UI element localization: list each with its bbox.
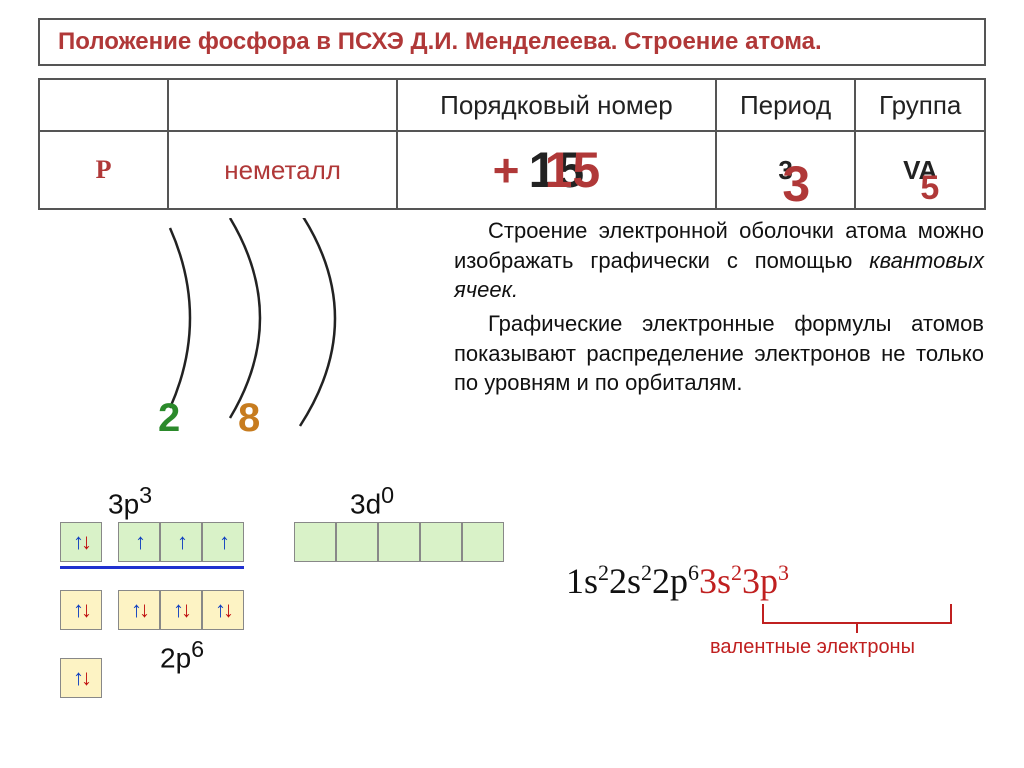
orbital-cell <box>420 522 462 562</box>
cell-period: 3 3 <box>716 131 856 209</box>
cell-group: VA 5 <box>855 131 985 209</box>
ordinal-plus: + <box>493 143 520 197</box>
summary-table: Порядковый номер Период Группа P неметал… <box>38 78 986 210</box>
cell-blank <box>39 79 168 131</box>
label-2p6: 2p6 <box>160 636 204 674</box>
orbital-cell: ↑↓ <box>60 658 102 698</box>
header-period: Период <box>716 79 856 131</box>
element-symbol: P <box>39 131 168 209</box>
row-2s: ↑↓ <box>60 590 102 630</box>
ordinal-red: 15 <box>545 141 601 199</box>
cell-blank2 <box>168 79 397 131</box>
page-title: Положение фосфора в ПСХЭ Д.И. Менделеева… <box>58 28 822 56</box>
valence-bracket-stem <box>856 623 858 633</box>
description-text: Строение электронной оболочки атома можн… <box>454 216 984 402</box>
orbital-cell: ↑ <box>160 522 202 562</box>
row-1s: ↑↓ <box>60 658 102 698</box>
shell-count-2: 8 <box>238 396 260 441</box>
header-group: Группа <box>855 79 985 131</box>
orbital-cell: ↑↓ <box>118 590 160 630</box>
header-ordinal: Порядковый номер <box>397 79 716 131</box>
row-3p: ↑ ↑ ↑ <box>118 522 244 562</box>
label-3d0: 3d0 <box>350 482 394 520</box>
para2: Графические электронные формулы атомов п… <box>454 309 984 398</box>
electron-configuration: 1s22s22p63s23p3 <box>566 560 789 602</box>
title-bar: Положение фосфора в ПСХЭ Д.И. Менделеева… <box>38 18 986 66</box>
row-3s3p: ↑↓ <box>60 522 102 562</box>
row-2p: ↑↓ ↑↓ ↑↓ <box>118 590 244 630</box>
orbital-cell <box>294 522 336 562</box>
cell-ordinal: + 15 15 <box>397 131 716 209</box>
period-red: 3 <box>782 155 810 213</box>
orbital-cell <box>378 522 420 562</box>
valence-bracket <box>762 604 952 624</box>
orbital-cell <box>462 522 504 562</box>
element-type: неметалл <box>168 131 397 209</box>
orbital-cell: ↑ <box>118 522 160 562</box>
underline-3-level <box>60 566 244 569</box>
orbital-cell: ↑↓ <box>160 590 202 630</box>
row-3d <box>294 522 504 562</box>
label-3p3: 3p3 <box>108 482 152 520</box>
electron-shells: 2 8 <box>120 218 400 438</box>
group-red: 5 <box>920 169 939 208</box>
orbital-cell <box>336 522 378 562</box>
orbital-cell: ↑↓ <box>202 590 244 630</box>
valence-label: валентные электроны <box>710 636 915 659</box>
shell-count-1: 2 <box>158 396 180 441</box>
orbital-cell: ↑↓ <box>60 522 102 562</box>
orbital-cell: ↑ <box>202 522 244 562</box>
orbital-cell: ↑↓ <box>60 590 102 630</box>
